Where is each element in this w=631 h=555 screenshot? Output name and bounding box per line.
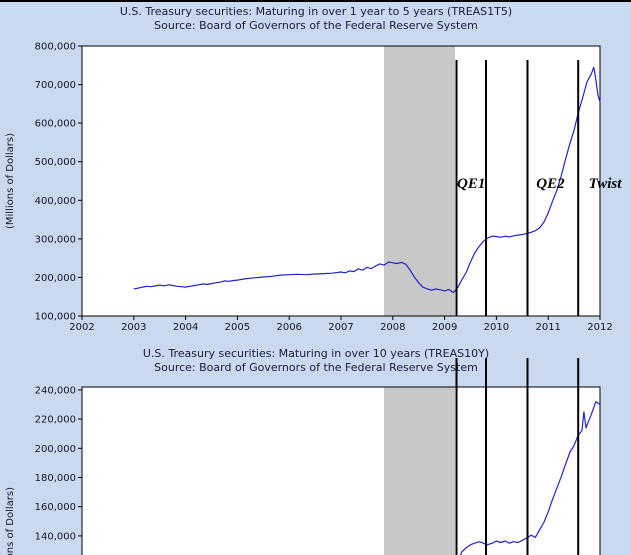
recession-band — [384, 46, 455, 316]
y-tick-label: 100,000 — [35, 312, 76, 323]
chart-treas1t5: 100,000 200,000 300,000 400,000 500,000 600,0… — [5, 5, 623, 334]
chart-treas1t5-title: U.S. Treasury securities: Maturing in ov… — [120, 5, 512, 18]
x-tick-label: 2002 — [69, 322, 94, 333]
chart-treas10y-source: Source: Board of Governors of the Federa… — [154, 361, 478, 374]
y-tick-label: 400,000 — [35, 196, 76, 207]
data-series-treas10y — [460, 400, 601, 555]
y-tick-label: 200,000 — [35, 273, 76, 284]
x-tick-label: 2008 — [380, 322, 405, 333]
x-tick-label: 2011 — [535, 322, 560, 333]
y-tick-label: 240,000 — [35, 385, 76, 396]
top-border-line — [0, 0, 631, 2]
y-tick-label: 180,000 — [35, 473, 76, 484]
x-tick-label: 2007 — [328, 322, 353, 333]
x-tick-label: 2006 — [276, 322, 301, 333]
data-series-treas1t5 — [133, 66, 601, 294]
y-tick-label: 200,000 — [35, 444, 76, 455]
y-tick-label: 700,000 — [35, 80, 76, 91]
plot-border — [81, 386, 601, 555]
chart-treas10y: 80,000100,000120,000140,000160,000180,00… — [5, 347, 601, 555]
plot-background — [82, 387, 600, 555]
chart-treas1t5-source: Source: Board of Governors of the Federa… — [154, 19, 478, 32]
chart-treas10y-y-axis-title: (Millions of Dollars) — [5, 487, 16, 555]
y-tick-label: 220,000 — [35, 415, 76, 426]
recession-band — [384, 387, 455, 555]
x-tick-label: 2009 — [432, 322, 457, 333]
chart-treas10y-title: U.S. Treasury securities: Maturing in ov… — [143, 347, 489, 360]
chart-treas10y-plot-layer: 80,000100,000120,000140,000160,000180,00… — [35, 358, 601, 555]
x-tick-label: 2012 — [587, 322, 612, 333]
policy-event-label: QE2 — [536, 176, 565, 192]
policy-event-label: QE1 — [457, 176, 485, 192]
y-tick-label: 160,000 — [35, 502, 76, 513]
chart-treas1t5-y-axis-title: (Millions of Dollars) — [5, 133, 16, 229]
y-tick-label: 300,000 — [35, 234, 76, 245]
y-tick-label: 500,000 — [35, 157, 76, 168]
x-tick-label: 2003 — [121, 322, 146, 333]
y-tick-label: 600,000 — [35, 119, 76, 130]
x-tick-label: 2005 — [225, 322, 250, 333]
y-tick-label: 800,000 — [35, 42, 76, 53]
x-tick-label: 2010 — [484, 322, 509, 333]
chart-treas1t5-plot-layer: 100,000 200,000 300,000 400,000 500,000 600,0… — [35, 42, 623, 334]
policy-event-label: Twist — [589, 176, 623, 192]
x-tick-label: 2004 — [173, 322, 198, 333]
y-tick-label: 140,000 — [35, 531, 76, 542]
plot-background — [82, 46, 600, 316]
